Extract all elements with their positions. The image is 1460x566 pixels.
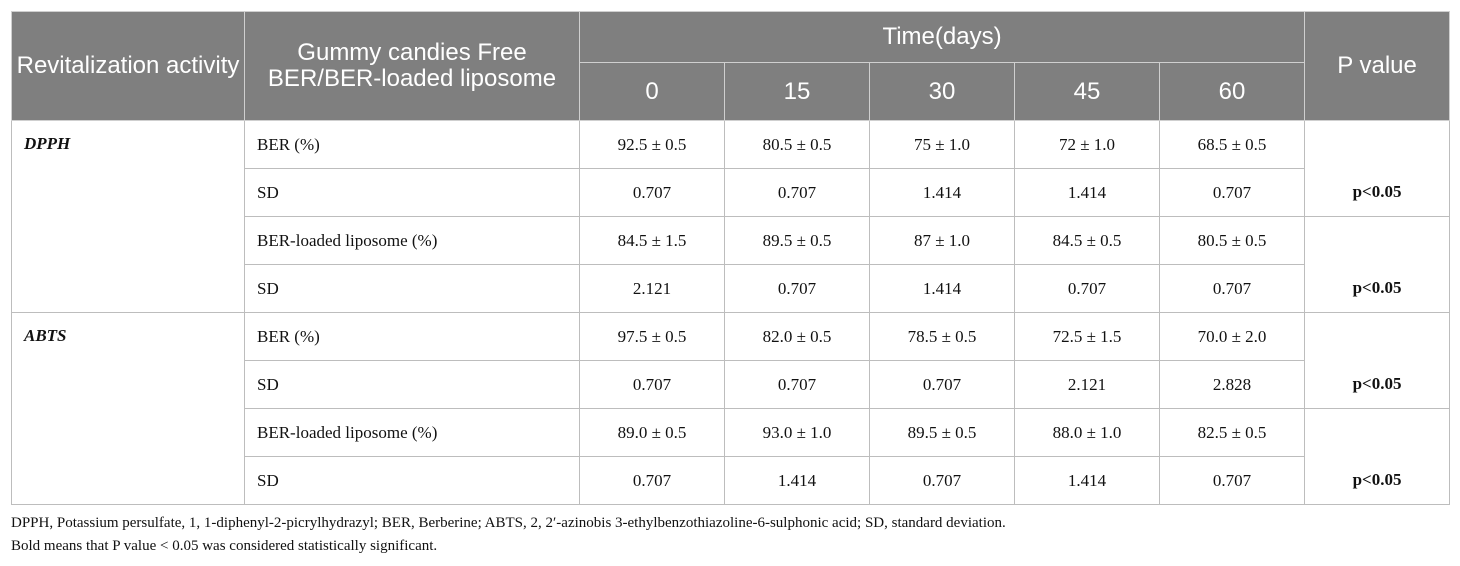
cell-value: 0.707 bbox=[724, 264, 870, 313]
table-row: ABTS BER (%) 97.5 ± 0.5 82.0 ± 0.5 78.5 … bbox=[11, 312, 1451, 505]
cell-value: 87 ± 1.0 bbox=[869, 216, 1015, 265]
table-row: BER-loaded liposome (%) 84.5 ± 1.5 89.5 … bbox=[12, 216, 1451, 313]
cell-value: 0.707 bbox=[724, 168, 870, 217]
cell-value: 97.5 ± 0.5 bbox=[579, 312, 725, 361]
header-day: 15 bbox=[724, 62, 870, 121]
p-value: p<0.05 bbox=[1304, 120, 1451, 217]
footnote-abbreviations: DPPH, Potassium persulfate, 1, 1-dipheny… bbox=[11, 515, 1006, 531]
header-day: 0 bbox=[579, 62, 725, 121]
cell-value: 80.5 ± 0.5 bbox=[1158, 216, 1306, 265]
table-row: BER-loaded liposome (%) 89.0 ± 0.5 93.0 … bbox=[12, 408, 1451, 505]
p-value: p<0.05 bbox=[1304, 312, 1451, 409]
header-gummy: Gummy candies Free BER/BER-loaded liposo… bbox=[244, 11, 580, 121]
row-label: SD bbox=[244, 168, 580, 217]
cell-value: 82.5 ± 0.5 bbox=[1158, 408, 1306, 457]
cell-value: 0.707 bbox=[724, 360, 870, 409]
table-row: SD 0.707 0.707 1.414 1.414 0.707 bbox=[12, 168, 1450, 217]
cell-value: 93.0 ± 1.0 bbox=[724, 408, 870, 457]
cell-value: 72.5 ± 1.5 bbox=[1014, 312, 1160, 361]
cell-value: 89.5 ± 0.5 bbox=[724, 216, 870, 265]
cell-value: 0.707 bbox=[869, 360, 1015, 409]
cell-value: 89.5 ± 0.5 bbox=[869, 408, 1015, 457]
table-row: SD 2.121 0.707 1.414 0.707 0.707 bbox=[12, 264, 1450, 313]
table-footnotes: DPPH, Potassium persulfate, 1, 1-dipheny… bbox=[11, 512, 1449, 558]
cell-value: 2.121 bbox=[1014, 360, 1160, 409]
cell-value: 0.707 bbox=[579, 456, 725, 505]
cell-value: 68.5 ± 0.5 bbox=[1158, 120, 1306, 169]
cell-value: 2.121 bbox=[579, 264, 725, 313]
table-row: SD 0.707 0.707 0.707 2.121 2.828 bbox=[12, 360, 1450, 409]
cell-value: 89.0 ± 0.5 bbox=[579, 408, 725, 457]
row-label: BER (%) bbox=[244, 312, 580, 361]
header-day: 30 bbox=[869, 62, 1015, 121]
cell-value: 0.707 bbox=[1014, 264, 1160, 313]
cell-value: 1.414 bbox=[869, 264, 1015, 313]
cell-value: 70.0 ± 2.0 bbox=[1158, 312, 1306, 361]
cell-value: 72 ± 1.0 bbox=[1014, 120, 1160, 169]
cell-value: 92.5 ± 0.5 bbox=[579, 120, 725, 169]
cell-value: 0.707 bbox=[1158, 264, 1306, 313]
row-label: BER (%) bbox=[244, 120, 580, 169]
cell-value: 78.5 ± 0.5 bbox=[869, 312, 1015, 361]
header-activity: Revitalization activity bbox=[11, 11, 245, 121]
activity-label: ABTS bbox=[11, 312, 245, 505]
row-label: BER-loaded liposome (%) bbox=[244, 216, 580, 265]
cell-value: 2.828 bbox=[1158, 360, 1306, 409]
cell-value: 1.414 bbox=[724, 456, 870, 505]
row-label: SD bbox=[244, 360, 580, 409]
header-time: Time(days) bbox=[578, 11, 1306, 63]
row-label: SD bbox=[244, 264, 580, 313]
header-day: 45 bbox=[1014, 62, 1160, 121]
cell-value: 80.5 ± 0.5 bbox=[724, 120, 870, 169]
cell-value: 1.414 bbox=[1014, 456, 1160, 505]
p-value: p<0.05 bbox=[1304, 216, 1451, 313]
cell-value: 0.707 bbox=[1158, 456, 1306, 505]
table-row: SD 0.707 1.414 0.707 1.414 0.707 bbox=[12, 456, 1450, 505]
cell-value: 84.5 ± 1.5 bbox=[579, 216, 725, 265]
table-row: DPPH BER (%) 92.5 ± 0.5 80.5 ± 0.5 75 ± … bbox=[11, 120, 1451, 313]
cell-value: 0.707 bbox=[869, 456, 1015, 505]
results-table: Revitalization activity Gummy candies Fr… bbox=[11, 11, 1451, 505]
cell-value: 88.0 ± 1.0 bbox=[1014, 408, 1160, 457]
cell-value: 0.707 bbox=[1158, 168, 1306, 217]
row-label: BER-loaded liposome (%) bbox=[244, 408, 580, 457]
row-label: SD bbox=[244, 456, 580, 505]
header-pvalue: P value bbox=[1304, 11, 1451, 121]
footnote-significance: Bold means that P value < 0.05 was consi… bbox=[11, 538, 438, 554]
header-day: 60 bbox=[1158, 62, 1306, 121]
cell-value: 84.5 ± 0.5 bbox=[1014, 216, 1160, 265]
p-value: p<0.05 bbox=[1304, 408, 1451, 505]
results-table-container: Revitalization activity Gummy candies Fr… bbox=[11, 11, 1451, 505]
cell-value: 1.414 bbox=[1014, 168, 1160, 217]
activity-label: DPPH bbox=[11, 120, 245, 313]
cell-value: 0.707 bbox=[579, 168, 725, 217]
cell-value: 82.0 ± 0.5 bbox=[724, 312, 870, 361]
cell-value: 0.707 bbox=[579, 360, 725, 409]
cell-value: 75 ± 1.0 bbox=[869, 120, 1015, 169]
cell-value: 1.414 bbox=[869, 168, 1015, 217]
